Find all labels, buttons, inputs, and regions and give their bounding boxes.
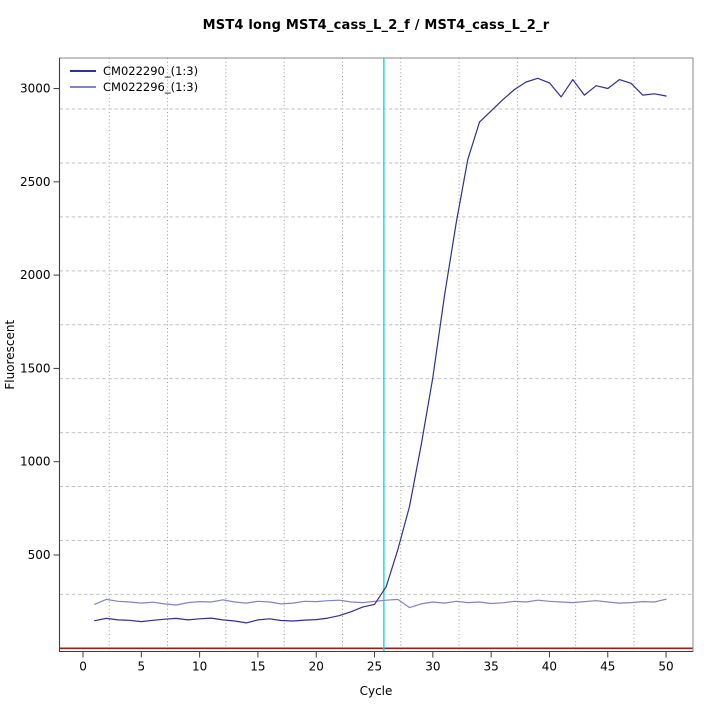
- legend: CM022290_(1:3) CM022296_(1:3): [70, 64, 198, 94]
- x-tick-label: 30: [425, 660, 440, 674]
- x-tick-label: 5: [137, 660, 145, 674]
- y-tick-label: 1500: [20, 361, 51, 375]
- chart-title: MST4 long MST4_cass_L_2_f / MST4_cass_L_…: [202, 18, 550, 33]
- x-tick-label: 20: [309, 660, 324, 674]
- x-tick-label: 45: [600, 660, 615, 674]
- series-line-swatch: [70, 70, 96, 72]
- y-tick-label: 2000: [20, 268, 51, 282]
- y-tick-label: 3000: [20, 82, 51, 96]
- legend-item-cm022296: CM022296_(1:3): [70, 80, 198, 94]
- x-tick-label: 35: [484, 660, 499, 674]
- legend-label: CM022296_(1:3): [103, 80, 199, 94]
- legend-item-cm022290: CM022290_(1:3): [70, 64, 198, 78]
- y-axis-title: Fluorescent: [3, 320, 17, 390]
- series-curve-CM022290_(1:3): [94, 77, 667, 624]
- y-tick-label: 2500: [20, 175, 51, 189]
- x-tick-label: 25: [367, 660, 382, 674]
- legend-label: CM022290_(1:3): [103, 64, 199, 78]
- x-tick-label: 50: [658, 660, 673, 674]
- series-line-swatch: [70, 86, 96, 88]
- plot-box: [59, 57, 694, 652]
- x-tick-label: 40: [542, 660, 557, 674]
- x-tick-label: 10: [192, 660, 207, 674]
- y-tick-label: 500: [28, 548, 51, 562]
- x-axis-title: Cycle: [359, 684, 393, 698]
- x-tick-label: 15: [250, 660, 265, 674]
- x-tick-label: 0: [79, 660, 87, 674]
- axis-lines: [58, 58, 693, 653]
- series-curve-CM022296_(1:3): [94, 598, 667, 609]
- y-tick-label: 1000: [20, 455, 51, 469]
